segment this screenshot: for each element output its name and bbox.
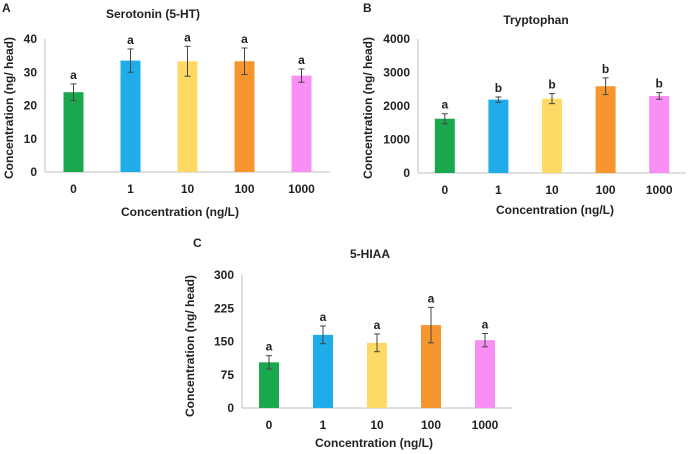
y-tick-label-c: 0 (227, 401, 234, 415)
chart-panel-a: A Serotonin (5-HT) Concentration (ng/ he… (2, 1, 330, 219)
y-tick-label-c: 150 (214, 335, 234, 349)
y-tick-label-a: 20 (24, 99, 38, 113)
panel-letter-a: A (2, 1, 11, 15)
y-tick-label-a: 40 (24, 32, 38, 46)
significance-letter-a: a (184, 30, 191, 44)
x-tick-label-c: 0 (266, 418, 273, 432)
x-tick-label-b: 1000 (646, 183, 673, 197)
bar-a-0 (63, 92, 84, 172)
x-tick-label-b: 1 (495, 183, 502, 197)
plot-area-a: 0 10 20 30 40 a 0 a 1 a 10 a 100 a 1000 (24, 30, 330, 196)
x-tick-label-c: 1000 (472, 418, 499, 432)
y-tick-label-a: 30 (24, 65, 38, 79)
chart-title-c: 5-HIAA (350, 247, 390, 261)
significance-letter-c: a (428, 291, 435, 305)
x-tick-label-a: 10 (181, 182, 195, 196)
bar-a-100 (234, 61, 255, 173)
panel-letter-b: B (363, 1, 372, 15)
bar-c-0 (259, 362, 279, 408)
bar-c-10 (367, 342, 387, 408)
y-tick-label-b: 0 (403, 166, 410, 180)
y-tick-label-a: 10 (24, 132, 38, 146)
y-axis-title-a: Concentration (ng/ head) (2, 37, 16, 179)
x-tick-label-b: 0 (441, 183, 448, 197)
bar-a-10 (177, 61, 198, 173)
bar-a-1 (120, 60, 141, 172)
bar-b-100 (595, 86, 616, 173)
x-axis-title-a: Concentration (ng/L) (121, 205, 239, 219)
bar-b-0 (434, 118, 455, 173)
x-axis-title-b: Concentration (ng/L) (496, 203, 614, 217)
significance-letter-a: a (70, 68, 77, 82)
significance-letter-b: b (602, 62, 609, 76)
bar-b-1000 (649, 95, 670, 173)
x-tick-label-b: 100 (596, 183, 616, 197)
y-tick-label-b: 1000 (383, 133, 410, 147)
chart-panel-c: C 5-HIAA Concentration (ng/ head) Concen… (183, 236, 512, 450)
x-tick-label-a: 1000 (288, 182, 315, 196)
y-tick-label-b: 3000 (383, 66, 410, 80)
y-axis-title-b: Concentration (ng/ head) (361, 37, 375, 179)
panel-letter-c: C (193, 236, 202, 250)
significance-letter-a: a (241, 32, 248, 46)
significance-letter-b: a (441, 98, 448, 112)
x-tick-label-c: 100 (421, 418, 441, 432)
x-tick-label-b: 10 (545, 183, 559, 197)
significance-letter-a: a (127, 33, 134, 47)
significance-letter-c: a (266, 340, 273, 354)
x-tick-label-a: 0 (70, 182, 77, 196)
y-tick-label-c: 225 (214, 301, 234, 315)
x-tick-label-c: 10 (370, 418, 384, 432)
y-tick-label-b: 2000 (383, 99, 410, 113)
chart-panel-b: B Tryptophan Concentration (ng/ head) Co… (361, 1, 686, 217)
bar-c-1000 (475, 340, 495, 408)
bar-c-100 (421, 325, 441, 408)
chart-title-b: Tryptophan (503, 13, 568, 27)
bar-c-1 (313, 334, 333, 408)
y-tick-label-c: 300 (214, 268, 234, 282)
significance-letter-b: b (548, 78, 555, 92)
significance-letter-b: b (495, 81, 502, 95)
chart-title-a: Serotonin (5-HT) (106, 7, 200, 21)
significance-letter-b: b (656, 77, 663, 91)
y-axis-title-c: Concentration (ng/ head) (183, 275, 197, 417)
plot-area-b: 0 1000 2000 3000 4000 a 0 b 1 b 10 b 100 b 1000 (383, 32, 686, 197)
bar-b-10 (542, 98, 562, 173)
x-tick-label-c: 1 (320, 418, 327, 432)
bar-b-1 (488, 99, 509, 173)
y-tick-label-a: 0 (30, 165, 37, 179)
x-axis-title-c: Concentration (ng/L) (315, 436, 433, 450)
x-tick-label-a: 100 (234, 182, 254, 196)
y-tick-label-b: 4000 (383, 32, 410, 46)
y-tick-label-c: 75 (221, 368, 235, 382)
significance-letter-a: a (298, 53, 305, 67)
x-tick-label-a: 1 (127, 182, 134, 196)
plot-area-c: 0 75 150 225 300 a 0 a 1 a 10 a 100 a 1000 (214, 268, 512, 432)
bar-a-1000 (291, 75, 312, 172)
significance-letter-c: a (482, 318, 489, 332)
significance-letter-c: a (374, 318, 381, 332)
significance-letter-c: a (320, 310, 327, 324)
